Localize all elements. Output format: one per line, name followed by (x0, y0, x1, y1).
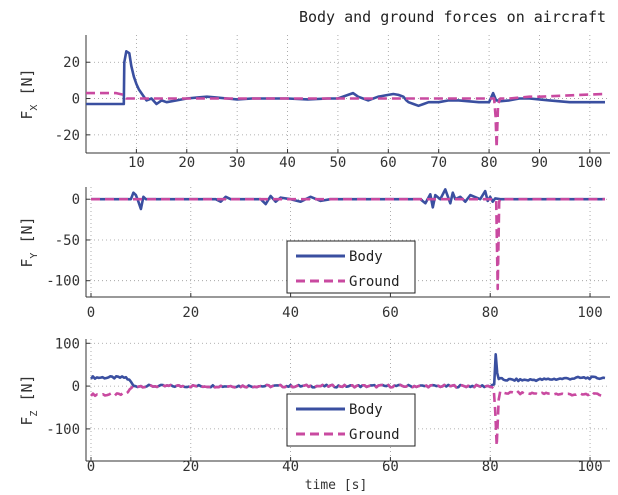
legend-label-body: Body (349, 249, 383, 265)
panel-1: 10 20 30 40 50 60 70 80 90 100 -20 0 20 FX [N] Body an… (18, 8, 610, 171)
x-tick-label: 80 (481, 155, 498, 171)
legend-label-body: Body (349, 402, 383, 418)
series-line-body (89, 353, 606, 389)
x-tick-label: 50 (329, 155, 346, 171)
y-axis-label: FX [N] (18, 68, 40, 119)
x-tick-label: 30 (229, 155, 246, 171)
y-tick-label: -100 (46, 422, 80, 438)
x-tick-label: 0 (87, 459, 95, 475)
x-tick-label: 60 (382, 459, 399, 475)
x-tick-label: 20 (182, 305, 199, 321)
legend-box (286, 240, 416, 294)
x-tick-label: 10 (128, 155, 145, 171)
chart-title: Body and ground forces on aircraft (299, 8, 606, 26)
legend: Body Ground (286, 393, 416, 447)
legend-box (286, 393, 416, 447)
x-tick-label: 80 (482, 305, 499, 321)
x-tick-label: 80 (482, 459, 499, 475)
y-tick-label: 100 (55, 336, 80, 352)
x-tick-label: 70 (430, 155, 447, 171)
x-tick-label: 90 (531, 155, 548, 171)
y-tick-label: 0 (72, 92, 80, 108)
x-tick-label: 40 (282, 305, 299, 321)
x-axis-label: time [s] (305, 478, 368, 493)
series-group (86, 50, 606, 149)
y-tick-label: -50 (55, 233, 80, 249)
y-tick-label: 0 (72, 192, 80, 208)
legend-label-ground: Ground (349, 427, 400, 443)
y-tick-label: 20 (63, 55, 80, 71)
x-tick-label: 100 (577, 155, 602, 171)
series-line-ground (86, 91, 606, 149)
x-tick-label: 60 (382, 305, 399, 321)
panel-3: 0 20 40 60 80 100 -100 0 100 FZ [N] time [s] Body Gr… (18, 336, 610, 493)
x-tick-label: 100 (577, 459, 602, 475)
x-tick-label: 20 (182, 459, 199, 475)
y-axis-label: FZ [N] (18, 374, 40, 425)
y-tick-label: 0 (72, 379, 80, 395)
x-tick-label: 40 (279, 155, 296, 171)
series-group (91, 188, 605, 291)
series-group (89, 353, 606, 447)
y-axis-label: FY [N] (18, 216, 40, 267)
y-tick-label: -20 (55, 128, 80, 144)
x-tick-label: 40 (282, 459, 299, 475)
series-line-ground (90, 383, 606, 447)
x-tick-label: 60 (380, 155, 397, 171)
x-tick-label: 20 (178, 155, 195, 171)
legend-label-ground: Ground (349, 274, 400, 290)
x-tick-label: 0 (87, 305, 95, 321)
x-tick-label: 100 (577, 305, 602, 321)
y-tick-label: -100 (46, 274, 80, 290)
panel-2: 0 20 40 60 80 100 -100 -50 0 FY [N] Body Ground (18, 187, 610, 321)
series-line-ground (91, 197, 605, 291)
legend: Body Ground (286, 240, 416, 294)
